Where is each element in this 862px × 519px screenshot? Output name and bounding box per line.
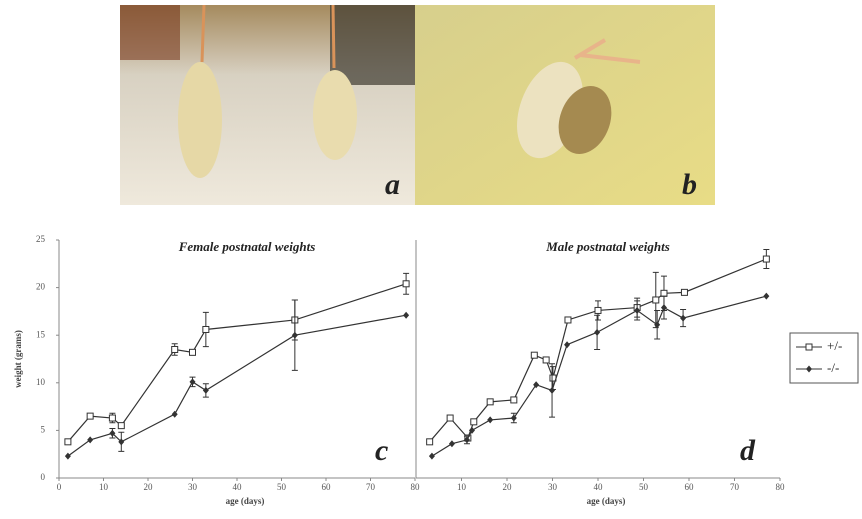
y-tick-label: 0 xyxy=(41,472,46,482)
point xyxy=(109,415,115,421)
figure: a b +/- -/- 0 5 10 15 20 25 0 10 20 30 40 50 60 70 80 Fe… xyxy=(0,0,862,514)
x-tick-label: 40 xyxy=(233,482,243,492)
photo-label: a xyxy=(385,168,400,201)
point xyxy=(549,387,555,394)
legend-label: +/- xyxy=(827,338,842,353)
x-tick-label: 40 xyxy=(594,482,604,492)
y-tick-label: 15 xyxy=(36,329,46,339)
point xyxy=(471,419,477,425)
point xyxy=(65,453,71,460)
y-tick-label: 10 xyxy=(36,377,46,387)
x-axis-label: age (days) xyxy=(587,496,626,506)
point xyxy=(543,357,549,363)
x-tick-label: 30 xyxy=(548,482,558,492)
series xyxy=(429,293,769,460)
series xyxy=(427,250,770,445)
point xyxy=(403,312,409,319)
x-tick-label: 10 xyxy=(99,482,109,492)
point xyxy=(565,317,571,323)
x-tick-label: 80 xyxy=(776,482,786,492)
x-tick-label: 50 xyxy=(277,482,287,492)
panel-label: c xyxy=(375,434,388,467)
point xyxy=(594,329,600,336)
point xyxy=(595,307,601,313)
point xyxy=(763,256,769,262)
x-tick-label: 50 xyxy=(639,482,649,492)
photo-b: b xyxy=(415,5,715,205)
point xyxy=(87,413,93,419)
page: {"photos": [{"label": "a"}, {"label": "b… xyxy=(0,0,862,514)
point xyxy=(661,290,667,296)
point xyxy=(511,397,517,403)
series xyxy=(65,273,409,445)
line xyxy=(68,315,406,456)
y-tick-label: 25 xyxy=(36,234,46,244)
legend: +/- -/- xyxy=(790,333,858,383)
x-tick-label: 20 xyxy=(503,482,513,492)
point xyxy=(681,289,687,295)
point xyxy=(564,341,570,348)
line xyxy=(430,259,767,442)
x-tick-label: 70 xyxy=(366,482,376,492)
point xyxy=(190,349,196,355)
point xyxy=(531,352,537,358)
point xyxy=(449,440,455,447)
point xyxy=(680,315,686,322)
x-tick-label: 20 xyxy=(144,482,154,492)
series xyxy=(65,300,409,460)
point xyxy=(172,411,178,418)
x-tick-label: 30 xyxy=(188,482,198,492)
point xyxy=(203,326,209,332)
point xyxy=(403,281,409,287)
x-tick-label: 80 xyxy=(411,482,421,492)
legend-label: -/- xyxy=(827,360,839,375)
x-tick-label: 0 xyxy=(57,482,62,492)
chart-title: Male postnatal weights xyxy=(545,239,670,254)
point xyxy=(763,293,769,300)
x-axis-label: age (days) xyxy=(226,496,265,506)
x-tick-label: 60 xyxy=(322,482,332,492)
point xyxy=(487,399,493,405)
point xyxy=(190,378,196,385)
point xyxy=(65,439,71,445)
point xyxy=(653,297,659,303)
x-tick-label: 70 xyxy=(730,482,740,492)
point xyxy=(118,423,124,429)
legend-marker xyxy=(806,344,812,350)
chart-title: Female postnatal weights xyxy=(178,239,316,254)
panel-label: d xyxy=(740,434,756,467)
point xyxy=(447,415,453,421)
point xyxy=(203,387,209,394)
point xyxy=(487,416,493,423)
line xyxy=(68,284,406,442)
y-tick-label: 20 xyxy=(36,282,46,292)
photo-label: b xyxy=(682,168,697,201)
y-tick-label: 5 xyxy=(41,424,46,434)
photo-a: a xyxy=(120,5,415,205)
point xyxy=(292,332,298,339)
x-tick-label: 60 xyxy=(685,482,695,492)
point xyxy=(429,453,435,460)
point xyxy=(172,346,178,352)
x-tick-label: 10 xyxy=(457,482,467,492)
point xyxy=(87,436,93,443)
point xyxy=(427,439,433,445)
y-axis-label: weight (grams) xyxy=(13,330,23,388)
